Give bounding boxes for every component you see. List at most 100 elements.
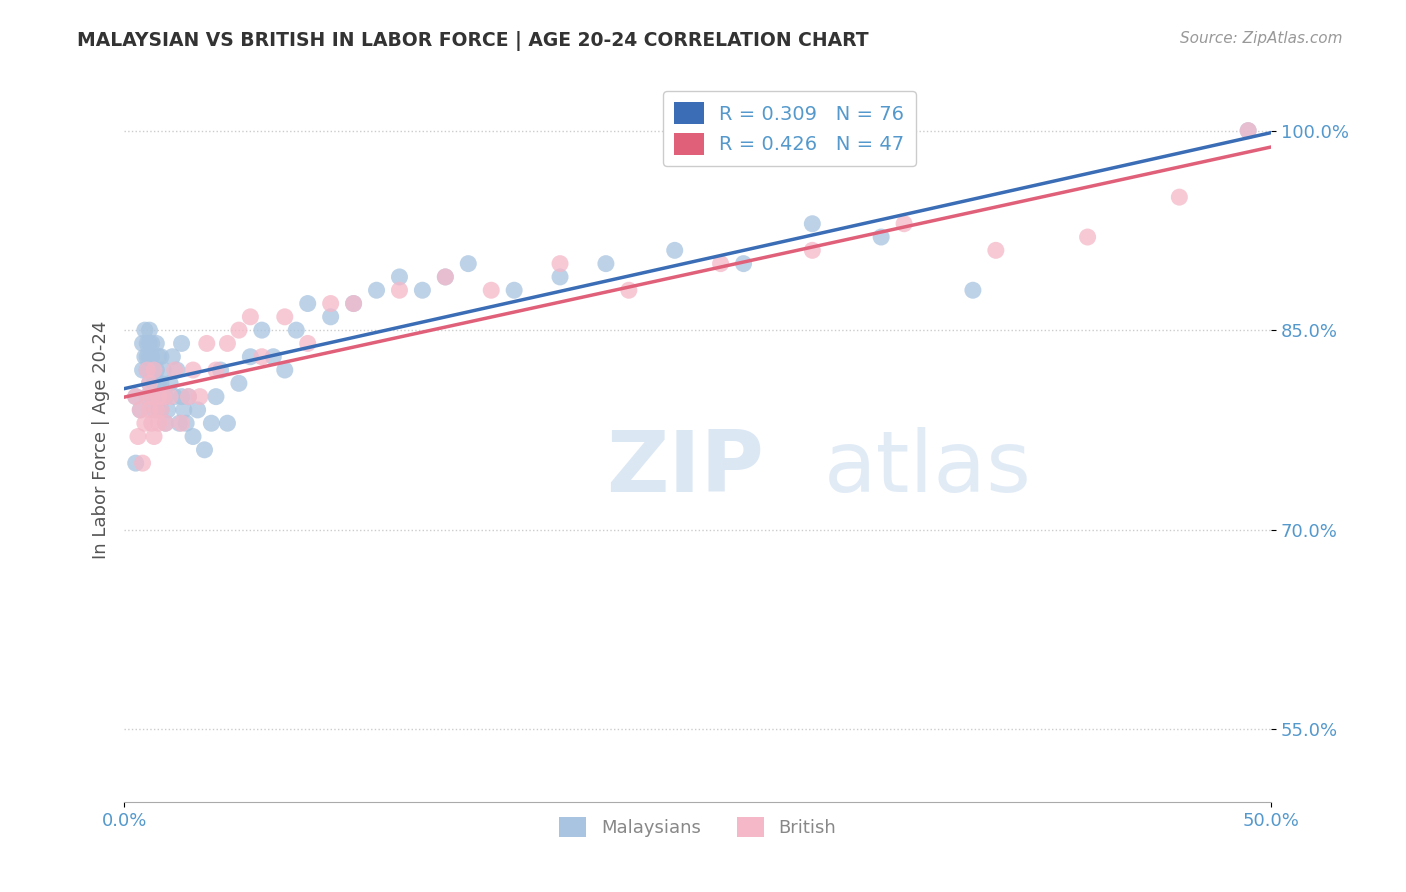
Point [617,283,640,297]
Point [152,390,174,404]
Point [155,416,177,430]
Point [131,336,153,351]
Point [148,376,170,391]
Point [155,416,177,430]
Point [250,350,273,364]
Point [125,390,148,404]
Text: ZIP: ZIP [606,427,763,510]
Point [141,390,163,404]
Point [170,416,193,430]
Point [136,363,159,377]
Point [148,390,170,404]
Point [145,403,167,417]
Point [479,283,502,297]
Point [155,390,177,404]
Point [163,363,186,377]
Point [148,350,170,364]
Point [434,269,457,284]
Point [1237,123,1260,137]
Point [548,269,571,284]
Y-axis label: In Labor Force | Age 20-24: In Labor Force | Age 20-24 [93,320,110,559]
Point [457,257,479,271]
Point [274,363,297,377]
Point [129,403,152,417]
Point [169,416,191,430]
Point [136,350,159,364]
Point [195,336,218,351]
Point [131,456,153,470]
Point [125,390,148,404]
Point [503,283,526,297]
Point [125,456,148,470]
Point [262,350,284,364]
Point [962,283,984,297]
Point [342,296,364,310]
Point [148,403,170,417]
Point [893,217,915,231]
Point [129,403,152,417]
Point [138,403,160,417]
Point [141,390,163,404]
Point [297,296,319,310]
Point [136,363,159,377]
Point [136,390,159,404]
Point [870,230,893,244]
Point [138,376,160,391]
Point [177,390,200,404]
Text: Source: ZipAtlas.com: Source: ZipAtlas.com [1180,31,1343,46]
Point [434,269,457,284]
Point [274,310,297,324]
Point [664,244,686,258]
Point [145,363,167,377]
Point [1237,123,1260,137]
Point [710,257,733,271]
Point [143,363,166,377]
Point [285,323,308,337]
Point [801,244,824,258]
Text: MALAYSIAN VS BRITISH IN LABOR FORCE | AGE 20-24 CORRELATION CHART: MALAYSIAN VS BRITISH IN LABOR FORCE | AG… [77,31,869,51]
Point [134,416,156,430]
Point [181,429,204,443]
Point [239,310,262,324]
Point [145,390,167,404]
Point [159,376,181,391]
Point [366,283,388,297]
Point [188,390,211,404]
Point [143,363,166,377]
Point [141,336,163,351]
Point [217,416,239,430]
Point [159,390,181,404]
Point [138,336,160,351]
Point [127,429,149,443]
Point [138,323,160,337]
Point [145,336,167,351]
Point [342,296,364,310]
Point [174,416,197,430]
Point [1168,190,1191,204]
Point [156,403,179,417]
Point [143,403,166,417]
Legend: Malaysians, British: Malaysians, British [553,810,844,844]
Point [548,257,571,271]
Point [209,363,232,377]
Point [228,376,250,391]
Point [177,390,200,404]
Point [1077,230,1099,244]
Point [134,350,156,364]
Point [170,390,193,404]
Point [801,217,824,231]
Point [239,350,262,364]
Point [173,403,195,417]
Point [162,350,184,364]
Point [733,257,755,271]
Point [193,442,215,457]
Point [138,350,160,364]
Point [148,416,170,430]
Point [149,403,172,417]
Point [297,336,319,351]
Point [141,416,163,430]
Point [134,323,156,337]
Point [152,363,174,377]
Point [143,429,166,443]
Point [149,403,172,417]
